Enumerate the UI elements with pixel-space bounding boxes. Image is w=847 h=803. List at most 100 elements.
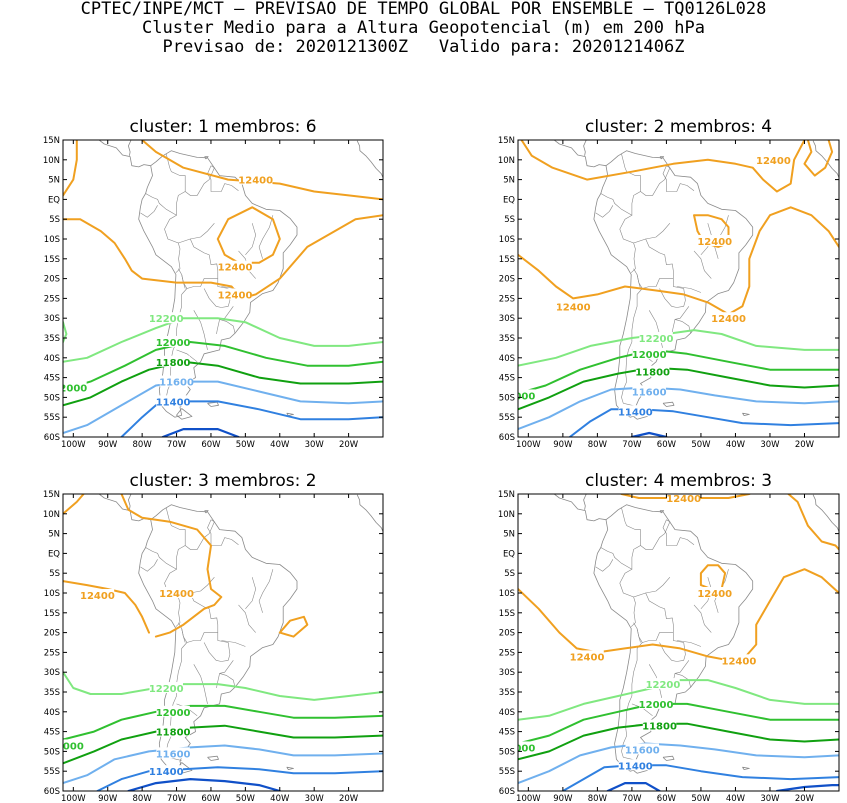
country-border — [674, 673, 691, 688]
map-panel-4: cluster: 4 membros: 3 12400 12400 12400 1240… — [498, 471, 840, 803]
lat-tick-label: 30S — [499, 668, 515, 678]
lat-tick-label: 25S — [499, 294, 515, 304]
country-border — [621, 642, 643, 761]
lon-tick-label: 80W — [588, 440, 608, 450]
lat-tick-label: 40S — [499, 708, 515, 718]
contour-label: 11800 — [156, 728, 191, 739]
contour-line-11400 — [561, 764, 839, 791]
lat-tick-label: 15S — [44, 609, 60, 619]
lat-tick-label: 10S — [44, 235, 60, 245]
contour-line-12400 — [141, 140, 383, 201]
header-title: CPTEC/INPE/MCT — PREVISAO DE TEMPO GLOBA… — [80, 0, 767, 19]
lat-tick-label: 15N — [43, 490, 60, 500]
contour-line-12000 — [63, 341, 383, 391]
contour-label: 12400 — [711, 314, 746, 325]
coastline-africa — [812, 494, 839, 532]
country-border — [659, 278, 686, 308]
contour-line-11400 — [120, 400, 383, 437]
lon-tick-label: 50W — [691, 794, 711, 803]
contour-line-11800 — [518, 366, 839, 411]
lat-tick-label: 5S — [49, 569, 60, 579]
lon-tick-label: 60W — [201, 794, 221, 803]
country-border — [595, 559, 614, 572]
lat-tick-label: 15N — [498, 136, 515, 146]
lon-tick-label: 80W — [133, 440, 153, 450]
contour-line-12400 — [120, 494, 223, 638]
contour-label: 12400 — [556, 302, 591, 313]
contour-label: 12400 — [756, 156, 791, 167]
contour-line-11200 — [161, 428, 240, 437]
lat-tick-label: 15S — [499, 609, 515, 619]
lon-tick-label: 20W — [795, 440, 815, 450]
lat-tick-label: 20S — [499, 275, 515, 285]
country-border — [671, 306, 690, 335]
country-border — [145, 545, 186, 570]
lon-tick-label: 40W — [726, 794, 746, 803]
contour-line-11800 — [63, 724, 383, 765]
contour-line-12400 — [63, 140, 78, 197]
lat-tick-label: 10N — [43, 510, 60, 520]
lat-tick-label: 35S — [499, 334, 515, 344]
contour-label: 12200 — [149, 684, 184, 695]
lat-tick-label: 15N — [43, 136, 60, 146]
country-border — [140, 559, 158, 572]
lon-tick-label: 60W — [657, 794, 677, 803]
contour-label: 12400 — [570, 652, 605, 663]
lon-tick-label: 20W — [339, 794, 359, 803]
header-subtitle: Cluster Medio para a Altura Geopotencial… — [142, 18, 705, 38]
contour-line-12200 — [63, 321, 68, 343]
coastline-tierraDelFuego — [176, 408, 193, 420]
country-border — [600, 545, 641, 570]
lon-tick-label: 20W — [339, 440, 359, 450]
country-border — [659, 632, 686, 662]
country-border — [633, 622, 641, 643]
contour-line-11200 — [630, 431, 668, 437]
lon-tick-label: 50W — [236, 440, 256, 450]
lon-tick-label: 50W — [691, 440, 711, 450]
contour-line-12400 — [63, 580, 150, 634]
lat-tick-label: 5S — [49, 215, 60, 225]
lat-tick-label: 5S — [504, 215, 515, 225]
lon-tick-label: 70W — [167, 440, 187, 450]
contour-line-12400 — [803, 140, 834, 177]
coastline-falklands — [207, 401, 219, 407]
lon-tick-label: 60W — [201, 440, 221, 450]
lat-tick-label: 20S — [44, 629, 60, 639]
lat-tick-label: 50S — [499, 393, 515, 403]
coastline-caribbean1 — [204, 156, 209, 160]
contour-label: 000 — [514, 391, 535, 402]
contour-line-12200 — [518, 679, 839, 721]
contour-label: 11800 — [642, 722, 677, 733]
coastline-southGeorgia — [286, 766, 294, 770]
contour-line-12200 — [63, 671, 383, 701]
country-border — [662, 165, 695, 192]
lat-tick-label: 5N — [48, 530, 60, 540]
contour-label: 12400 — [666, 494, 701, 505]
contour-line-12000 — [518, 348, 839, 395]
contour-label: 11400 — [149, 767, 184, 778]
country-border — [190, 223, 215, 240]
lat-tick-label: EQ — [503, 549, 515, 559]
contour-line-11800 — [518, 722, 839, 761]
contour-line-11600 — [63, 380, 383, 434]
contour-label: 12400 — [218, 290, 253, 301]
country-border — [600, 191, 641, 216]
lat-tick-label: 10N — [43, 156, 60, 166]
country-border — [178, 592, 219, 643]
lat-tick-label: EQ — [48, 549, 60, 559]
lat-tick-label: 10S — [499, 589, 515, 599]
contour-label: 12400 — [80, 591, 115, 602]
contour-line-12400 — [518, 206, 839, 316]
lon-tick-label: 30W — [305, 794, 325, 803]
lat-tick-label: 50S — [44, 747, 60, 757]
country-border — [258, 215, 274, 259]
country-border — [176, 349, 198, 363]
panel-frame — [517, 493, 840, 792]
country-border — [676, 640, 702, 647]
lat-tick-label: 40S — [44, 354, 60, 364]
country-border — [219, 319, 236, 334]
lat-tick-label: 45S — [499, 374, 515, 384]
lon-tick-label: 30W — [305, 440, 325, 450]
lat-tick-label: 60S — [44, 433, 60, 443]
